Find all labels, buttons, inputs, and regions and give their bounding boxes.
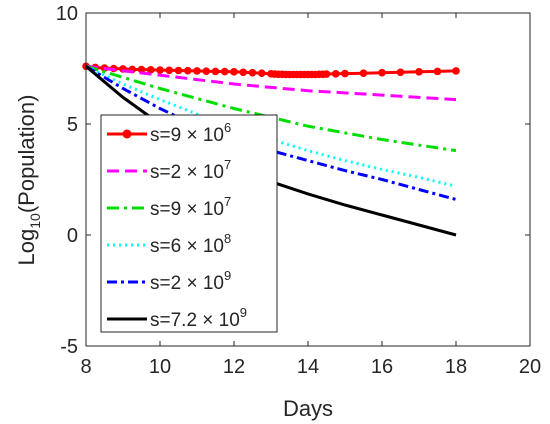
y-axis-label: Log10(Population) (14, 95, 43, 266)
series-marker-s1 (239, 68, 248, 77)
series-marker-s1 (174, 66, 183, 75)
legend-label-base: s=7.2 × 10 (150, 310, 240, 331)
series-marker-s1 (165, 66, 174, 75)
series-marker-s1 (415, 68, 423, 76)
legend-label-base: s=6 × 10 (150, 236, 224, 257)
series-line-s2 (85, 64, 457, 102)
x-axis-label: Days (283, 396, 333, 421)
legend-label-s2: s=2 × 107 (150, 157, 231, 183)
y-tick-label: 5 (67, 114, 78, 136)
series-marker-s1 (146, 66, 155, 74)
series-marker-s1 (452, 67, 460, 75)
series-marker-s1 (341, 69, 349, 78)
series-marker-s1 (230, 68, 238, 76)
y-axis-label-main: Log (14, 229, 39, 266)
series-marker-s1 (193, 67, 201, 75)
legend-label-base: s=9 × 10 (150, 199, 224, 220)
y-axis-label-sub: 10 (27, 213, 43, 229)
series-marker-s1 (183, 66, 192, 75)
series-marker-s1 (322, 70, 331, 78)
x-tick-label: 14 (297, 356, 319, 378)
legend-label-s3: s=9 × 107 (150, 194, 231, 220)
x-tick-label: 10 (149, 356, 171, 378)
legend-label-s1: s=9 × 106 (150, 120, 231, 146)
series-marker-s1 (359, 69, 368, 77)
series-marker-s1 (156, 66, 164, 74)
legend-label-exponent: 6 (224, 120, 231, 135)
legend-label-exponent: 7 (224, 157, 231, 172)
legend-label-s5: s=2 × 109 (150, 268, 231, 294)
series-marker-s1 (396, 68, 405, 77)
y-tick-label: 10 (56, 3, 78, 25)
series-marker-s1 (378, 68, 386, 77)
legend-label-exponent: 7 (224, 194, 231, 209)
series-marker-s1 (220, 67, 229, 76)
series-marker-s1 (248, 68, 257, 77)
x-tick-label: 8 (80, 356, 91, 378)
series-marker-s1 (137, 65, 146, 74)
legend-label-base: s=2 × 10 (150, 273, 224, 294)
x-tick-label: 18 (445, 356, 467, 378)
legend-label-s6: s=7.2 × 109 (150, 305, 247, 331)
x-tick-label: 20 (519, 356, 541, 378)
x-tick-label: 12 (223, 356, 245, 378)
series-marker-s1 (433, 67, 442, 76)
y-axis: -5 0 5 10 (56, 3, 530, 358)
series-marker-s1 (331, 70, 340, 78)
y-tick-label: 0 (67, 225, 78, 247)
legend-box (100, 114, 278, 333)
y-axis-label-rest: (Population) (14, 95, 39, 214)
legend-label-exponent: 8 (224, 231, 231, 246)
legend-marker-s1 (122, 129, 132, 139)
legend-label-exponent: 9 (224, 268, 231, 283)
legend-label-exponent: 9 (240, 305, 247, 320)
series-line-s3 (85, 64, 457, 153)
legend-label-base: s=9 × 10 (150, 125, 224, 146)
x-tick-label: 16 (371, 356, 393, 378)
series-marker-s1 (202, 67, 211, 75)
legend-label-base: s=2 × 10 (150, 162, 224, 183)
x-axis: 8 10 12 14 16 18 20 (80, 13, 541, 378)
legend-label-s4: s=6 × 108 (150, 231, 231, 257)
series-marker-s1 (257, 69, 266, 77)
y-tick-label: -5 (60, 336, 78, 358)
series-marker-s1 (211, 67, 220, 76)
